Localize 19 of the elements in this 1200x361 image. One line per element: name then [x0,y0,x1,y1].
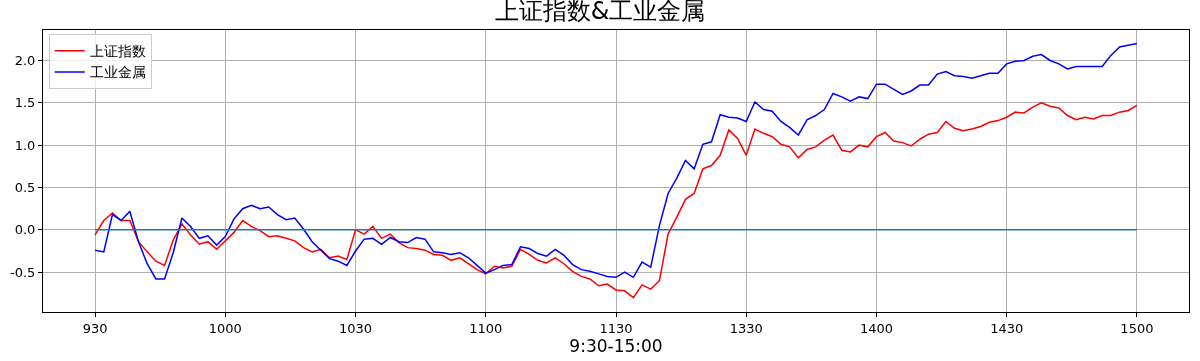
line-series [94,102,1138,299]
x-tick-label: 1330 [729,320,763,336]
y-tick-label: 0.0 [14,222,36,238]
y-tick-label: 0.5 [14,180,36,196]
x-tick-label: 1100 [469,320,503,336]
y-tick-label: 2.0 [14,53,36,69]
x-tick-label: 1000 [208,320,242,336]
x-tick-label: 1130 [599,320,633,336]
x-tick-label: 1430 [990,320,1024,336]
legend-label: 工业金属 [89,64,146,81]
x-axis-title: 9:30-15:00 [569,335,663,356]
y-tick-label: -0.5 [10,264,36,280]
x-tick-label: 1030 [339,320,373,336]
x-tick-label: 1400 [859,320,893,336]
legend-label: 上证指数 [89,43,146,60]
y-tick-label: 1.5 [14,95,36,111]
x-tick-label: 930 [82,320,108,336]
y-tick-label: 1.0 [14,137,36,153]
x-tick-label: 1500 [1120,320,1154,336]
